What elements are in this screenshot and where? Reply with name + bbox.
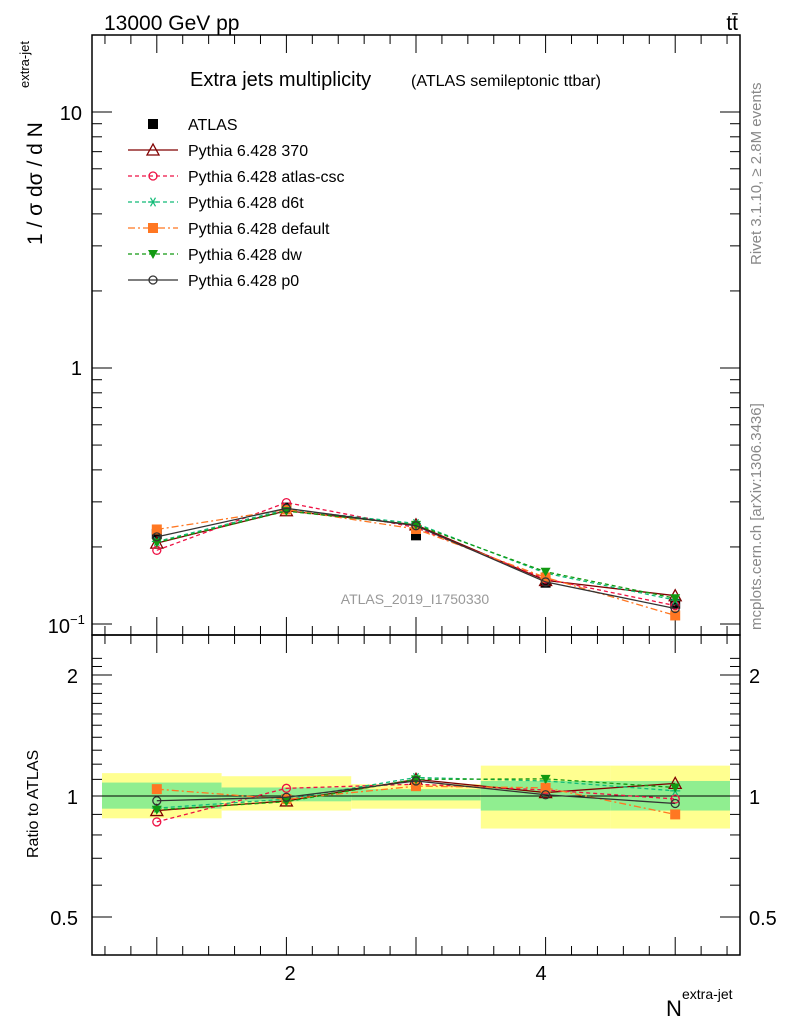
- rivet-label: Rivet 3.1.10, ≥ 2.8M events: [748, 83, 765, 266]
- ratio-point-pythia-6-428-dw-1: [151, 805, 162, 815]
- data-point-atlas-3: [411, 530, 421, 541]
- ratio-bands: [102, 765, 730, 829]
- y-axis-label-group: 1 / σ dσ / d N extra-jet: [17, 41, 47, 245]
- legend-marker-pythia-6-428-default: [148, 223, 158, 233]
- chart-subtitle: (ATLAS semileptonic ttbar): [411, 73, 601, 90]
- data-point-pythia-6-428-p0-1: [152, 532, 162, 542]
- ratio-panel: Ratio to ATLAS 2 1 0.5 2 1 0.5 2 4 N ext…: [25, 634, 777, 1021]
- y-axis-label: 1 / σ dσ / d N: [24, 122, 47, 245]
- legend-label-pythia-6-428-atlas-csc: Pythia 6.428 atlas-csc: [188, 169, 345, 186]
- data-point-pythia-6-428-370-1: [149, 535, 164, 549]
- ratio-point-pythia-6-428-p0-3: [411, 776, 421, 786]
- legend-label-pythia-6-428-dw: Pythia 6.428 dw: [188, 247, 302, 264]
- legend-marker-pythia-6-428-d6t: [148, 197, 158, 207]
- legend-marker-pythia-6-428-p0: [148, 275, 158, 285]
- ratio-point-pythia-6-428-atlas-csc-1: [152, 817, 162, 827]
- ratio-y-axis-label: Ratio to ATLAS: [25, 750, 42, 858]
- data-point-pythia-6-428-dw-1: [151, 538, 162, 548]
- ratio-point-pythia-6-428-p0-1: [152, 796, 162, 806]
- x-axis-label-superscript: extra-jet: [682, 986, 733, 1002]
- legend-marker-pythia-6-428-370: [145, 142, 161, 156]
- series-line-pythia-6-428-p0: [156, 507, 676, 610]
- main-series-layer: [149, 497, 683, 621]
- y-tick-label-1: 1: [71, 358, 82, 380]
- ratio-y-tick-label-0.5-right: 0.5: [749, 908, 777, 930]
- data-point-pythia-6-428-dw-4: [540, 567, 551, 577]
- legend-marker-atlas: [148, 119, 158, 129]
- ratio-point-pythia-6-428-p0-2: [281, 792, 292, 802]
- process-label: tt̄: [726, 12, 738, 35]
- ratio-point-pythia-6-428-dw-5: [670, 783, 681, 793]
- legend-label-pythia-6-428-d6t: Pythia 6.428 d6t: [188, 195, 304, 212]
- legend-marker-pythia-6-428-dw: [148, 250, 158, 259]
- x-tick-label-2: 2: [284, 963, 295, 985]
- legend-label-atlas: ATLAS: [188, 117, 238, 134]
- y-axis-label-superscript: extra-jet: [17, 41, 32, 88]
- ratio-series-layer: [149, 772, 683, 827]
- data-point-pythia-6-428-p0-2: [281, 503, 292, 513]
- ratio-point-pythia-6-428-default-4: [540, 782, 551, 793]
- data-point-pythia-6-428-default-5: [670, 610, 681, 621]
- main-panel: Extra jets multiplicity (ATLAS semilepto…: [17, 34, 741, 638]
- ratio-y-tick-label-0.5: 0.5: [50, 908, 78, 930]
- x-axis-label: N: [666, 996, 682, 1021]
- ratio-point-pythia-6-428-dw-4: [540, 774, 551, 784]
- data-point-pythia-6-428-p0-3: [411, 521, 421, 531]
- data-point-atlas-5: [670, 598, 681, 609]
- ratio-point-pythia-6-428-default-1: [151, 784, 162, 795]
- legend-label-pythia-6-428-370: Pythia 6.428 370: [188, 143, 308, 160]
- ratio-line-pythia-6-428-p0: [156, 780, 676, 805]
- ratio-line-pythia-6-428-atlas-csc: [156, 783, 676, 823]
- ratio-band-green: [351, 789, 481, 801]
- legend-marker-pythia-6-428-atlas-csc: [148, 171, 158, 181]
- ratio-y-tick-label-2: 2: [67, 666, 78, 688]
- collision-label: 13000 GeV pp: [104, 12, 239, 35]
- data-point-pythia-6-428-p0-5: [670, 603, 680, 614]
- main-tick-marks: [92, 35, 740, 635]
- data-point-pythia-6-428-default-1: [151, 524, 162, 535]
- y-tick-label-0.1-exponent: −1: [70, 612, 85, 627]
- data-point-pythia-6-428-p0-4: [540, 577, 551, 587]
- ratio-y-tick-label-1: 1: [67, 787, 78, 809]
- mcplots-label: mcplots.cern.ch [arXiv:1306.3436]: [748, 403, 765, 630]
- ratio-point-pythia-6-428-default-3: [411, 781, 421, 792]
- ratio-point-pythia-6-428-default-5: [670, 809, 681, 820]
- legend-label-pythia-6-428-default: Pythia 6.428 default: [188, 221, 330, 238]
- analysis-label: ATLAS_2019_I1750330: [341, 591, 490, 607]
- x-tick-label-4: 4: [535, 963, 546, 985]
- y-tick-label-10: 10: [60, 103, 82, 125]
- ratio-point-pythia-6-428-p0-4: [540, 790, 551, 800]
- ratio-point-pythia-6-428-atlas-csc-2: [281, 783, 292, 793]
- chart-title: Extra jets multiplicity: [190, 69, 371, 91]
- legend-label-pythia-6-428-p0: Pythia 6.428 p0: [188, 273, 299, 290]
- ratio-point-pythia-6-428-p0-5: [670, 798, 680, 809]
- ratio-y-tick-label-1-right: 1: [749, 787, 760, 809]
- ratio-y-tick-label-2-right: 2: [749, 666, 760, 688]
- data-point-pythia-6-428-dw-5: [670, 594, 681, 604]
- y-tick-label-0.1: 10: [48, 616, 70, 638]
- legend: ATLAS Pythia 6.428 370 Pythia 6.428 atlas-…: [128, 117, 345, 290]
- ratio-tick-marks: [92, 635, 740, 955]
